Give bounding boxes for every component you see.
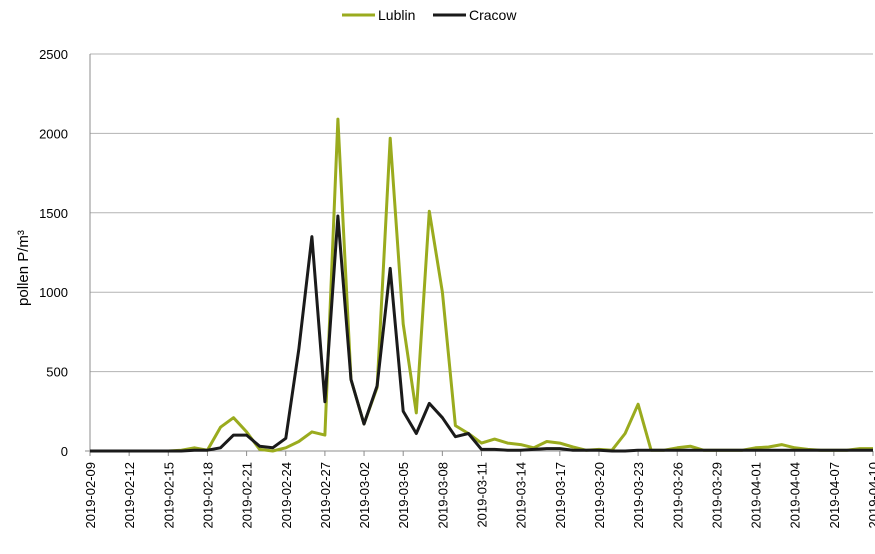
x-tick-label: 2019-03-05 — [396, 462, 411, 529]
x-tick-label: 2019-02-21 — [240, 462, 255, 529]
x-tick-label: 2019-03-14 — [514, 462, 529, 529]
x-tick-label: 2019-02-18 — [200, 462, 215, 529]
x-tick-label: 2019-03-08 — [435, 462, 450, 529]
series-lines — [90, 117, 873, 453]
x-tick-label: 2019-02-15 — [161, 462, 176, 529]
x-tick-label: 2019-03-26 — [670, 462, 685, 529]
x-tick-label: 2019-04-10 — [866, 462, 875, 529]
series-line-lublin — [90, 117, 873, 453]
x-tick-label: 2019-04-01 — [749, 462, 764, 529]
x-tick-label: 2019-04-07 — [827, 462, 842, 529]
legend-label-lublin: Lublin — [378, 7, 415, 23]
y-tick-label: 1500 — [39, 206, 68, 221]
x-tick-label: 2019-02-09 — [83, 462, 98, 529]
y-tick-label: 2500 — [39, 47, 68, 62]
grid — [90, 53, 873, 373]
x-tick-label: 2019-02-24 — [279, 462, 294, 529]
x-tick-label: 2019-03-11 — [475, 462, 490, 528]
y-tick-label: 2000 — [39, 126, 68, 141]
x-tick-label: 2019-03-23 — [631, 462, 646, 529]
axes: 0 500 1000 1500 2000 2500 2019-02-09 2019-02-12… — [39, 47, 875, 529]
y-tick-label: 500 — [46, 365, 68, 380]
x-tick-label: 2019-03-17 — [553, 462, 568, 529]
x-tick-label: 2019-04-04 — [788, 462, 803, 529]
x-tick-label: 2019-03-29 — [709, 462, 724, 529]
x-tick-label: 2019-02-12 — [122, 462, 137, 529]
x-tick-label: 2019-03-20 — [592, 462, 607, 529]
y-tick-label: 1000 — [39, 285, 68, 300]
series-line-cracow — [90, 214, 873, 453]
y-tick-label: 0 — [61, 444, 68, 459]
legend-label-cracow: Cracow — [469, 7, 517, 23]
y-axis-title: pollen P/m³ — [15, 230, 32, 306]
x-tick-label: 2019-02-27 — [318, 462, 333, 529]
x-tick-label: 2019-03-02 — [357, 462, 372, 529]
legend: Lublin Cracow — [342, 7, 517, 23]
